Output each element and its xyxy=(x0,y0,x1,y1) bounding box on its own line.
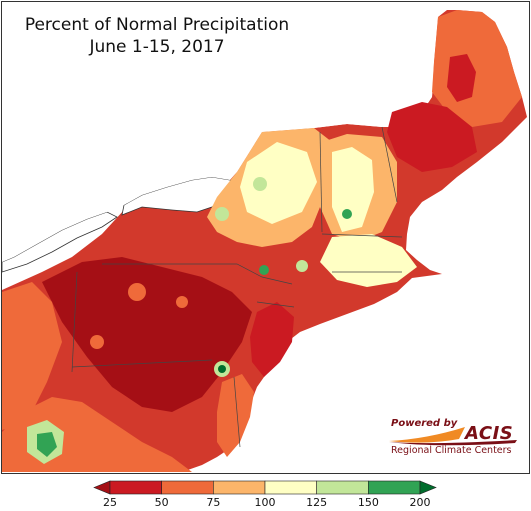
ne-coast-yellow xyxy=(320,234,417,287)
adirondack-yellow xyxy=(240,142,317,224)
legend-bin-125-150 xyxy=(316,480,369,495)
logo-subtitle: Regional Climate Centers xyxy=(391,445,512,456)
legend-tick-label: 50 xyxy=(154,496,169,509)
west-pa-orange xyxy=(2,282,62,430)
ny-green-spot-3 xyxy=(296,260,308,272)
legend-tick-label: 200 xyxy=(409,496,431,509)
logo-name: ACIS xyxy=(465,423,514,444)
legend-tick-label: 100 xyxy=(254,496,276,509)
legend-tick-label: 25 xyxy=(103,496,117,509)
vermont-yellow xyxy=(332,147,374,232)
new-jersey-region xyxy=(250,302,294,377)
legend-tick-label: 150 xyxy=(357,496,379,509)
legend-bin-100-125 xyxy=(264,480,317,495)
legend-arrow-high xyxy=(419,480,437,495)
map-subtitle: June 1-15, 2017 xyxy=(89,37,225,57)
legend-bin-75-100 xyxy=(213,480,266,495)
legend-colorbar xyxy=(93,480,437,495)
legend-tick-label: 75 xyxy=(206,496,221,509)
vt-green-spot xyxy=(342,209,352,219)
acis-logo: Powered by ACIS Regional Climate Centers xyxy=(387,415,522,461)
legend-bin-25-50 xyxy=(109,480,162,495)
precipitation-map xyxy=(2,2,529,473)
legend-arrow-low xyxy=(93,480,111,495)
state-boundaries xyxy=(71,126,403,448)
ny-green-spot-1 xyxy=(253,177,267,191)
pa-orange-spot-1 xyxy=(128,283,146,301)
map-panel: Percent of Normal Precipitation June 1-1… xyxy=(1,1,530,474)
delmarva-orange xyxy=(217,374,254,457)
pa-orange-spot-2 xyxy=(90,335,104,349)
pa-orange-spot-3 xyxy=(176,296,188,308)
ny-green-spot-4 xyxy=(259,265,269,275)
legend-bin-150-200 xyxy=(368,480,421,495)
pennsylvania-deep-red xyxy=(42,257,252,412)
legend-tick-label: 125 xyxy=(306,496,328,509)
color-legend: 25 50 75 100 125 150 200 xyxy=(0,474,531,511)
logo-powered-by: Powered by xyxy=(391,418,458,429)
maine-red-north xyxy=(447,54,476,102)
legend-bin-50-75 xyxy=(161,480,214,495)
wv-green-core xyxy=(37,432,57,457)
ny-green-spot-2 xyxy=(215,207,229,221)
acis-swoosh-icon xyxy=(389,427,517,446)
map-title: Percent of Normal Precipitation xyxy=(24,15,290,35)
maryland-green-core xyxy=(218,365,226,373)
canada-area xyxy=(2,2,438,262)
maine-red-core xyxy=(387,102,477,172)
